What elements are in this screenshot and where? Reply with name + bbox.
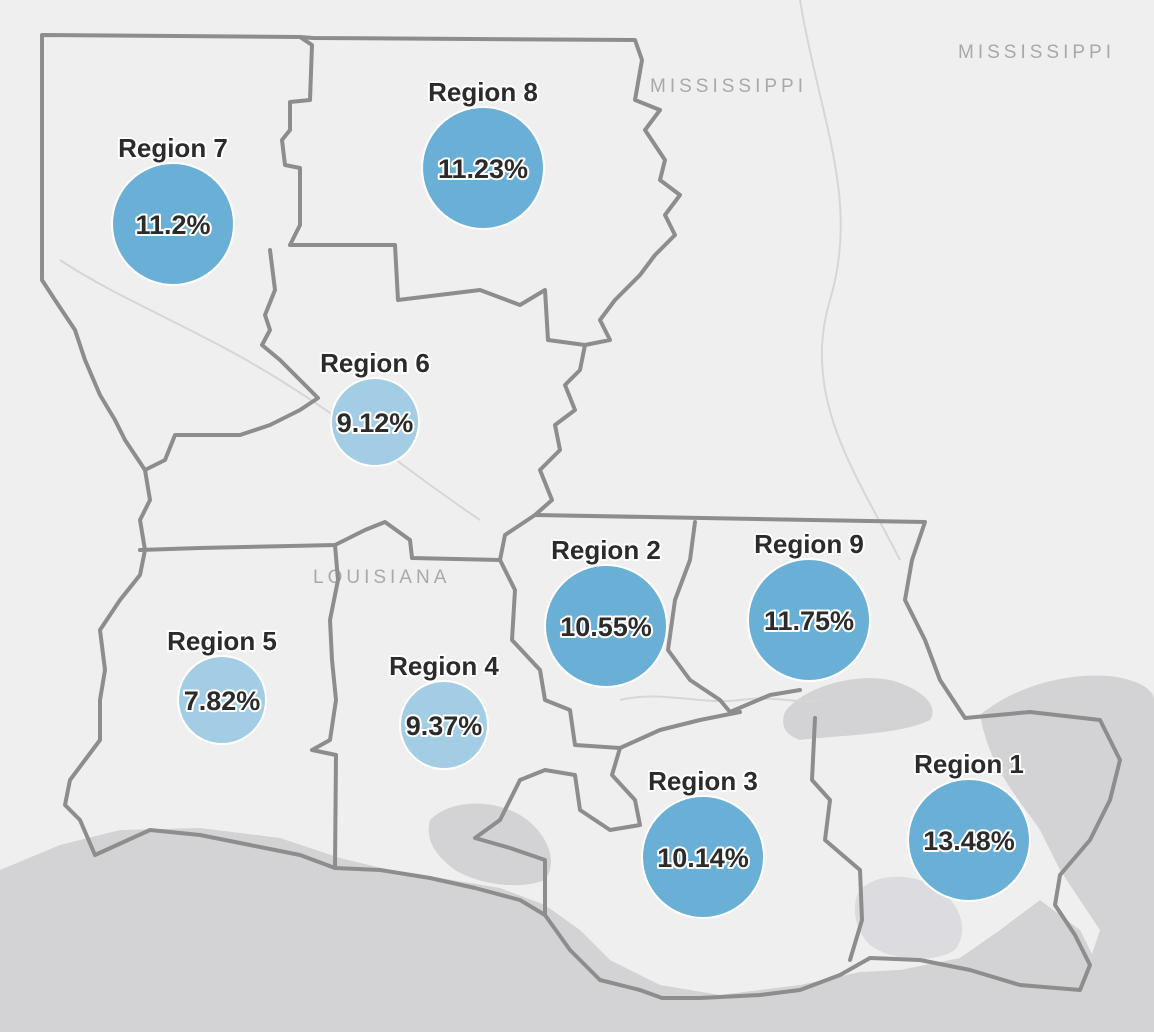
region-border bbox=[473, 746, 642, 917]
gulf-water bbox=[0, 828, 1154, 1032]
region-bubble-circle[interactable] bbox=[544, 564, 668, 688]
region-bubble-8[interactable]: Region 8 11.23% bbox=[421, 75, 545, 230]
region-name-label: Region 2 bbox=[551, 535, 661, 565]
region-name-label: Region 9 bbox=[754, 529, 864, 559]
region-name-label: Region 7 bbox=[118, 133, 228, 163]
lake-pontchartrain bbox=[783, 678, 933, 740]
region-bubble-1[interactable]: Region 1 13.48% bbox=[907, 747, 1031, 902]
region-border bbox=[498, 558, 742, 750]
region-bubble-7[interactable]: Region 7 11.2% bbox=[111, 131, 235, 286]
state-outline bbox=[40, 33, 1122, 1000]
region-border bbox=[810, 716, 864, 962]
state-label-mississippi-east: MISSISSIPPI bbox=[958, 42, 1115, 63]
region-bubble-circle[interactable] bbox=[330, 377, 420, 467]
region-name-label: Region 3 bbox=[648, 766, 758, 796]
region-border bbox=[138, 513, 537, 562]
region-bubble-4[interactable]: Region 4 9.37% bbox=[387, 649, 501, 770]
river-line bbox=[59, 259, 481, 521]
region-border bbox=[143, 248, 320, 472]
region-name-label: Region 4 bbox=[389, 651, 499, 681]
region-value-label: 11.23% bbox=[438, 154, 528, 184]
region-value-label: 9.37% bbox=[406, 711, 483, 741]
state-label-louisiana: LOUISIANA bbox=[313, 567, 450, 588]
river-line bbox=[619, 695, 821, 703]
region-name-label: Region 1 bbox=[914, 749, 1024, 779]
region-border bbox=[310, 543, 340, 870]
region-bubble-circle[interactable] bbox=[399, 680, 489, 770]
region-bubble-6[interactable]: Region 6 9.12% bbox=[318, 346, 432, 467]
region-bubble-circle[interactable] bbox=[177, 655, 267, 745]
region-bubble-circle[interactable] bbox=[111, 162, 235, 286]
region-bubble-circle[interactable] bbox=[641, 795, 765, 919]
river-line bbox=[799, 0, 901, 561]
region-name-label: Region 6 bbox=[320, 348, 430, 378]
region-name-label: Region 5 bbox=[167, 626, 277, 656]
region-border bbox=[288, 243, 587, 347]
region-bubble-circle[interactable] bbox=[421, 106, 545, 230]
region-bubble-2[interactable]: Region 2 10.55% bbox=[544, 533, 668, 688]
region-value-label: 13.48% bbox=[923, 826, 1015, 856]
marsh-area bbox=[854, 876, 963, 960]
region-bubble-circle[interactable] bbox=[907, 778, 1031, 902]
region-bubble-3[interactable]: Region 3 10.14% bbox=[641, 764, 765, 919]
region-border bbox=[666, 520, 802, 714]
region-value-label: 9.12% bbox=[337, 408, 414, 438]
region-value-label: 11.75% bbox=[764, 606, 854, 636]
region-bubble-5[interactable]: Region 5 7.82% bbox=[165, 624, 279, 745]
region-bubble-circle[interactable] bbox=[747, 558, 871, 682]
atchafalaya-bay bbox=[428, 803, 551, 886]
region-name-label: Region 8 bbox=[428, 77, 538, 107]
region-value-label: 10.14% bbox=[657, 843, 749, 873]
region-value-label: 7.82% bbox=[184, 686, 261, 716]
state-label-mississippi-river: MISSISSIPPI bbox=[650, 76, 807, 97]
region-value-label: 10.55% bbox=[560, 612, 652, 642]
region-bubble-9[interactable]: Region 9 11.75% bbox=[747, 527, 871, 682]
region-border bbox=[280, 35, 314, 247]
lake-borgne bbox=[980, 675, 1154, 1000]
region-value-label: 11.2% bbox=[135, 210, 210, 240]
